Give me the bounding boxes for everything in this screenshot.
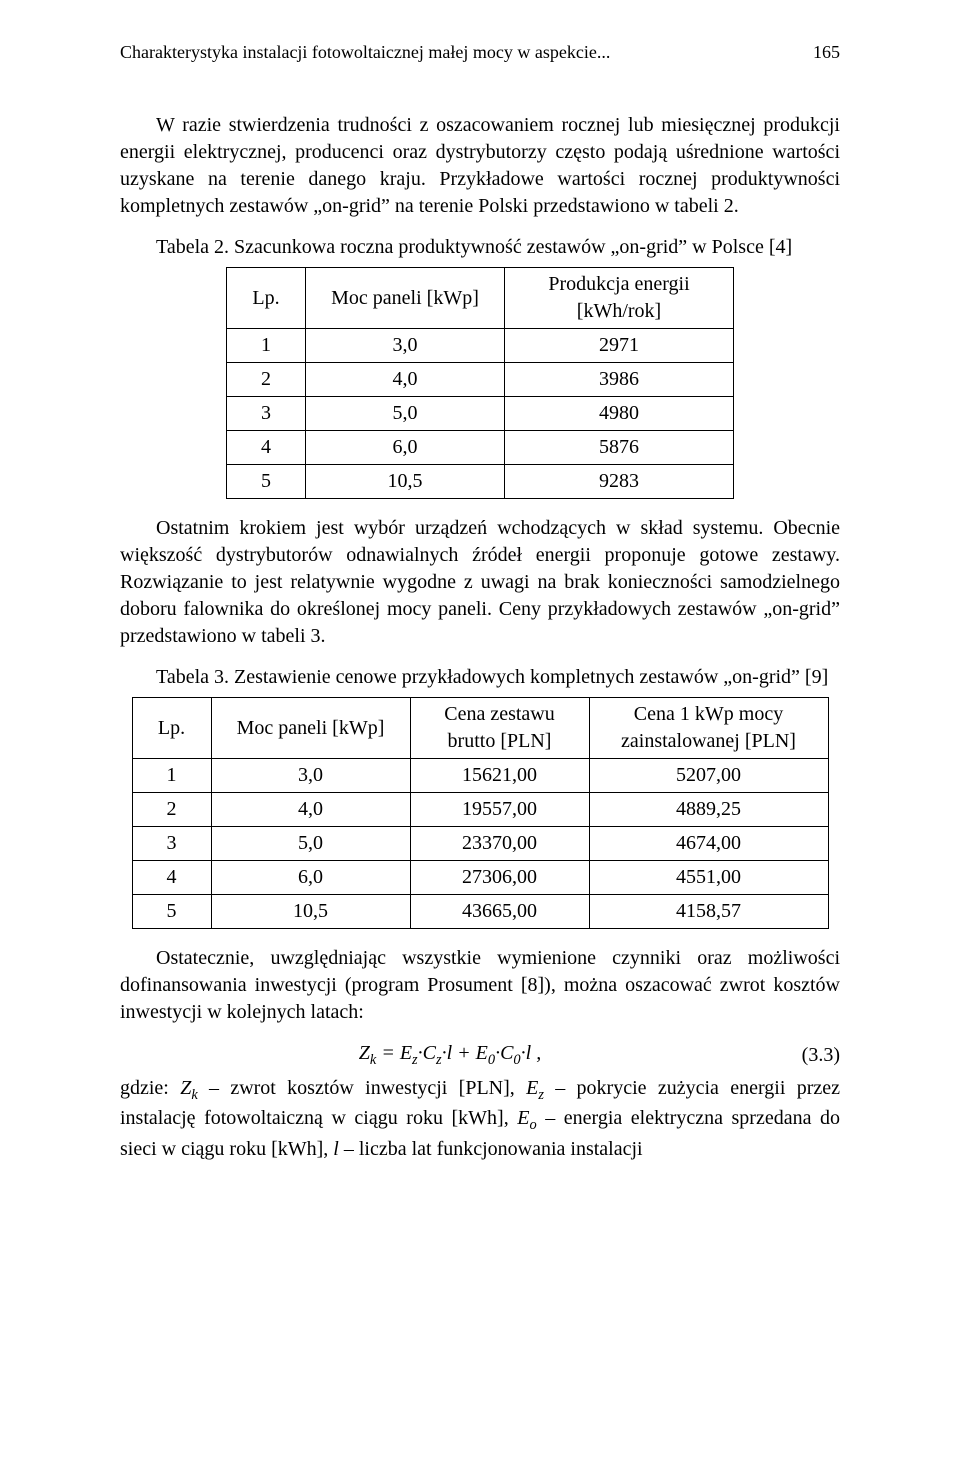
table-cell: 4,0 [211,793,410,827]
table-row: 4 6,0 27306,00 4551,00 [132,861,828,895]
table-row: 2 4,0 3986 [227,363,734,397]
table-cell: 3986 [505,363,734,397]
table-cell: 4551,00 [589,861,828,895]
table-row: Lp. Moc paneli [kWp] Produkcja energii[k… [227,268,734,329]
running-title: Charakterystyka instalacji fotowoltaiczn… [120,40,610,64]
table-cell: 15621,00 [410,759,589,793]
table-row: 2 4,0 19557,00 4889,25 [132,793,828,827]
table-cell: 3,0 [306,329,505,363]
table-cell: 9283 [505,465,734,499]
table-cell: 5,0 [211,827,410,861]
table-row: 5 10,5 43665,00 4158,57 [132,895,828,929]
equation-line: Zk = Ez·Cz·l + E0·C0·l , (3.3) [120,1040,840,1070]
table-cell: 3 [227,397,306,431]
table-row: 5 10,5 9283 [227,465,734,499]
table-cell: 6,0 [211,861,410,895]
paragraph-1: W razie stwierdzenia trudności z oszacow… [120,112,840,220]
page-number: 165 [813,40,840,64]
table-cell: 4 [132,861,211,895]
table2: Lp. Moc paneli [kWp] Produkcja energii[k… [226,267,734,499]
table-cell: 4,0 [306,363,505,397]
paragraph-3: Ostatecznie, uwzględniając wszystkie wym… [120,945,840,1026]
paragraph-2: Ostatnim krokiem jest wybór urządzeń wch… [120,515,840,650]
equation-text: Zk = Ez·Cz·l + E0·C0·l , [120,1040,780,1070]
table-cell: 2971 [505,329,734,363]
table-cell: 5 [132,895,211,929]
table2-caption: Tabela 2. Szacunkowa roczna produktywnoś… [120,234,840,261]
table3: Lp. Moc paneli [kWp] Cena zestawubrutto … [132,697,829,929]
table-cell: 10,5 [306,465,505,499]
table-cell: 43665,00 [410,895,589,929]
table-cell: 27306,00 [410,861,589,895]
table-row: 1 3,0 15621,00 5207,00 [132,759,828,793]
table-cell: 10,5 [211,895,410,929]
paragraph-4: gdzie: Zk – zwrot kosztów inwestycji [PL… [120,1075,840,1163]
table-cell: 2 [227,363,306,397]
table-row: 3 5,0 4980 [227,397,734,431]
table-cell: 5207,00 [589,759,828,793]
table-cell: 5876 [505,431,734,465]
running-head: Charakterystyka instalacji fotowoltaiczn… [120,40,840,64]
table-header: Produkcja energii[kWh/rok] [505,268,734,329]
table-cell: 4158,57 [589,895,828,929]
table-header: Lp. [132,698,211,759]
table-cell: 1 [132,759,211,793]
table-header: Cena zestawubrutto [PLN] [410,698,589,759]
table-cell: 4889,25 [589,793,828,827]
table-cell: 23370,00 [410,827,589,861]
table-cell: 4674,00 [589,827,828,861]
table-cell: 1 [227,329,306,363]
table-cell: 4 [227,431,306,465]
table-cell: 6,0 [306,431,505,465]
table-cell: 4980 [505,397,734,431]
table-row: 4 6,0 5876 [227,431,734,465]
table-cell: 3 [132,827,211,861]
table-cell: 3,0 [211,759,410,793]
table-header: Moc paneli [kWp] [211,698,410,759]
table-cell: 2 [132,793,211,827]
table-header: Lp. [227,268,306,329]
table-cell: 19557,00 [410,793,589,827]
table-row: 1 3,0 2971 [227,329,734,363]
table3-caption: Tabela 3. Zestawienie cenowe przykładowy… [120,664,840,691]
table-row: Lp. Moc paneli [kWp] Cena zestawubrutto … [132,698,828,759]
table-cell: 5,0 [306,397,505,431]
table-cell: 5 [227,465,306,499]
table-header: Cena 1 kWp mocyzainstalowanej [PLN] [589,698,828,759]
table-header: Moc paneli [kWp] [306,268,505,329]
equation-number: (3.3) [780,1042,840,1069]
table-row: 3 5,0 23370,00 4674,00 [132,827,828,861]
